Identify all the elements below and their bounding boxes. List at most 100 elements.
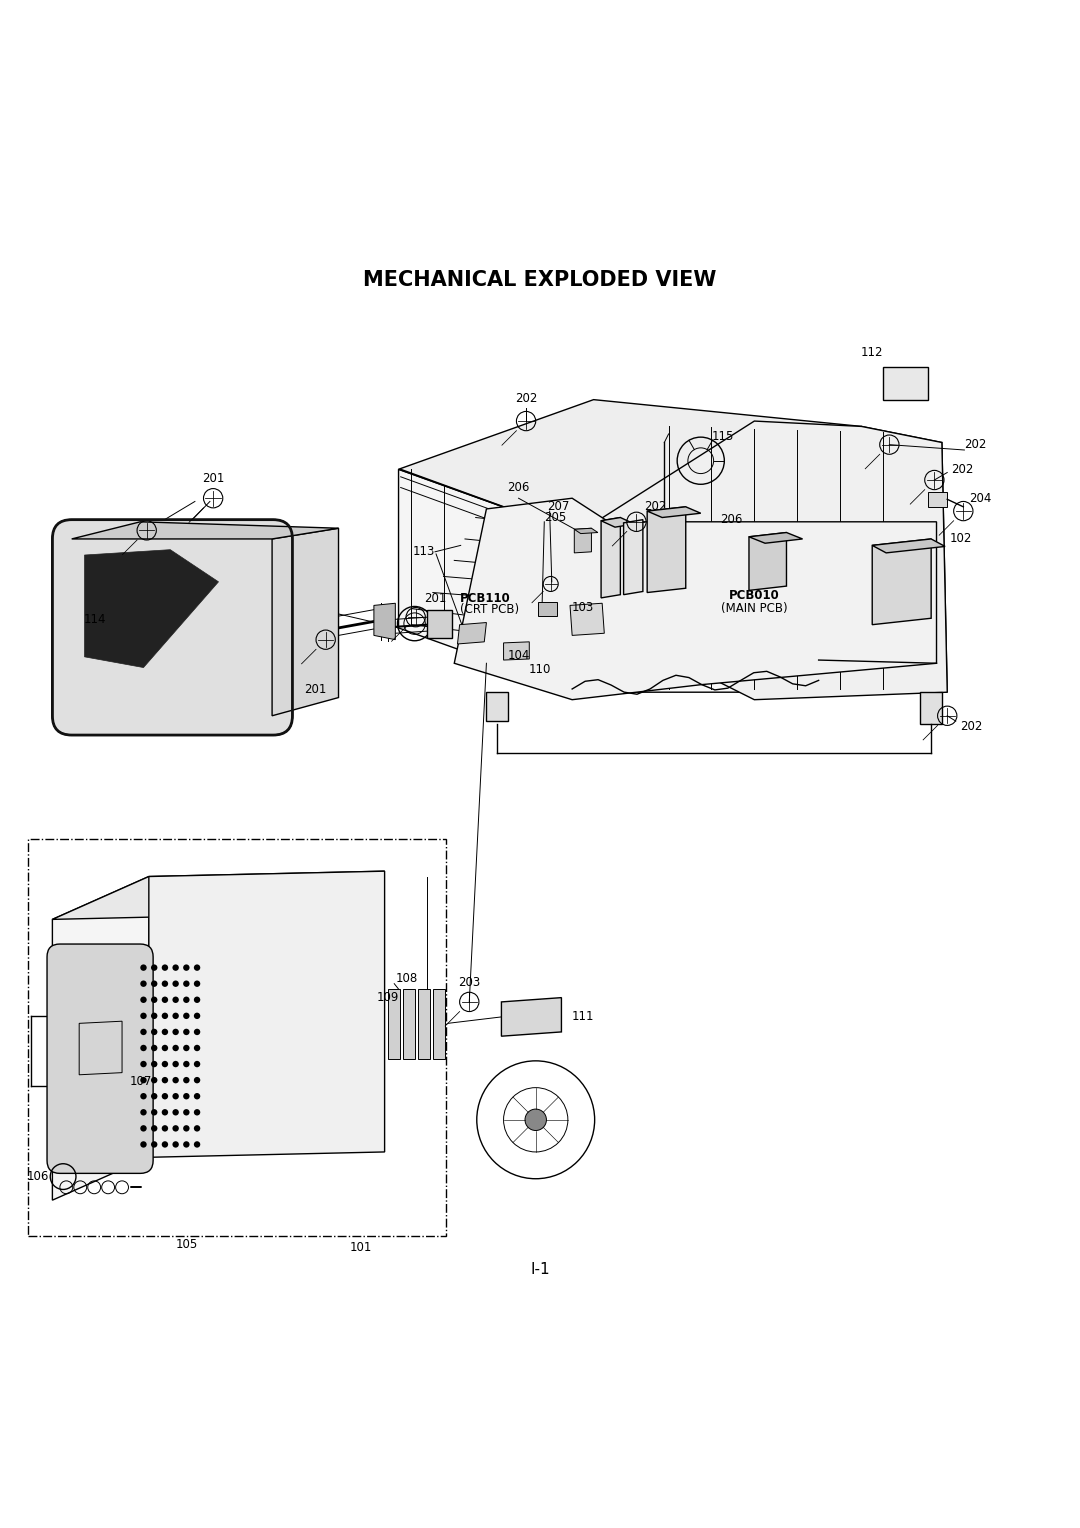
- Circle shape: [140, 1060, 147, 1067]
- Text: (CRT PCB): (CRT PCB): [460, 604, 518, 616]
- Text: 105: 105: [175, 1238, 198, 1251]
- Text: 206: 206: [508, 481, 530, 494]
- Circle shape: [151, 1109, 158, 1115]
- Polygon shape: [602, 518, 634, 527]
- Circle shape: [184, 1045, 190, 1051]
- Circle shape: [193, 1013, 200, 1019]
- Polygon shape: [883, 367, 928, 400]
- Polygon shape: [399, 400, 862, 533]
- Circle shape: [151, 1125, 158, 1132]
- Text: 206: 206: [720, 513, 742, 526]
- Text: 110: 110: [529, 663, 551, 677]
- Circle shape: [151, 964, 158, 970]
- Circle shape: [193, 1060, 200, 1067]
- Circle shape: [140, 1109, 147, 1115]
- Circle shape: [173, 964, 179, 970]
- Polygon shape: [623, 520, 643, 594]
- Text: 202: 202: [515, 393, 537, 405]
- Circle shape: [151, 1013, 158, 1019]
- Polygon shape: [53, 871, 384, 920]
- Text: 202: 202: [964, 439, 987, 451]
- Polygon shape: [455, 498, 936, 700]
- Polygon shape: [575, 529, 598, 533]
- Polygon shape: [458, 622, 486, 643]
- Circle shape: [151, 1077, 158, 1083]
- Bar: [28, 839, 446, 1236]
- Polygon shape: [570, 604, 605, 636]
- Text: 102: 102: [949, 532, 972, 545]
- Circle shape: [173, 981, 179, 987]
- Polygon shape: [399, 469, 578, 692]
- Text: 207: 207: [548, 500, 570, 513]
- Circle shape: [525, 1109, 546, 1131]
- Text: 202: 202: [644, 500, 666, 513]
- Polygon shape: [748, 533, 786, 590]
- Circle shape: [140, 964, 147, 970]
- Circle shape: [193, 1125, 200, 1132]
- Polygon shape: [748, 533, 802, 544]
- Polygon shape: [71, 521, 338, 539]
- Circle shape: [162, 981, 168, 987]
- Circle shape: [140, 1045, 147, 1051]
- Circle shape: [193, 1077, 200, 1083]
- Circle shape: [151, 1045, 158, 1051]
- Text: PCB110: PCB110: [460, 593, 511, 605]
- Circle shape: [173, 996, 179, 1002]
- Text: 201: 201: [303, 683, 326, 695]
- Polygon shape: [538, 602, 557, 616]
- Bar: [403, 989, 415, 1059]
- Polygon shape: [575, 529, 592, 553]
- Circle shape: [151, 1060, 158, 1067]
- Text: 109: 109: [377, 992, 400, 1004]
- FancyBboxPatch shape: [48, 944, 153, 1174]
- Bar: [433, 989, 445, 1059]
- Circle shape: [184, 981, 190, 987]
- Bar: [418, 989, 430, 1059]
- Circle shape: [162, 1028, 168, 1034]
- Text: 108: 108: [395, 972, 418, 986]
- Text: 107: 107: [130, 1074, 152, 1088]
- Circle shape: [193, 1093, 200, 1100]
- Text: I-1: I-1: [530, 1262, 550, 1277]
- Circle shape: [140, 1013, 147, 1019]
- Polygon shape: [602, 518, 620, 597]
- Text: 113: 113: [413, 545, 435, 558]
- Polygon shape: [503, 642, 529, 660]
- Text: 104: 104: [508, 649, 530, 662]
- Text: 201: 201: [424, 593, 447, 605]
- Circle shape: [140, 1028, 147, 1034]
- Bar: [388, 989, 400, 1059]
- Circle shape: [193, 996, 200, 1002]
- Text: 202: 202: [960, 720, 983, 733]
- Circle shape: [140, 1093, 147, 1100]
- Circle shape: [184, 1013, 190, 1019]
- Circle shape: [162, 1109, 168, 1115]
- Polygon shape: [873, 539, 931, 625]
- Text: 101: 101: [349, 1241, 372, 1254]
- Circle shape: [184, 1141, 190, 1148]
- Circle shape: [162, 964, 168, 970]
- Circle shape: [173, 1045, 179, 1051]
- Circle shape: [173, 1125, 179, 1132]
- Circle shape: [151, 1028, 158, 1034]
- Text: 114: 114: [83, 613, 106, 626]
- Polygon shape: [920, 692, 942, 724]
- Text: 205: 205: [544, 510, 567, 524]
- Circle shape: [184, 996, 190, 1002]
- Circle shape: [184, 1093, 190, 1100]
- Circle shape: [162, 1141, 168, 1148]
- Polygon shape: [428, 610, 453, 637]
- Circle shape: [162, 1093, 168, 1100]
- Text: 115: 115: [712, 429, 733, 443]
- Text: PCB010: PCB010: [729, 590, 780, 602]
- Circle shape: [193, 1109, 200, 1115]
- Circle shape: [184, 964, 190, 970]
- Polygon shape: [928, 492, 947, 507]
- Text: 202: 202: [951, 463, 974, 475]
- Circle shape: [162, 1077, 168, 1083]
- Circle shape: [193, 1141, 200, 1148]
- Polygon shape: [578, 422, 947, 700]
- Circle shape: [162, 1013, 168, 1019]
- Circle shape: [173, 1077, 179, 1083]
- Circle shape: [140, 1077, 147, 1083]
